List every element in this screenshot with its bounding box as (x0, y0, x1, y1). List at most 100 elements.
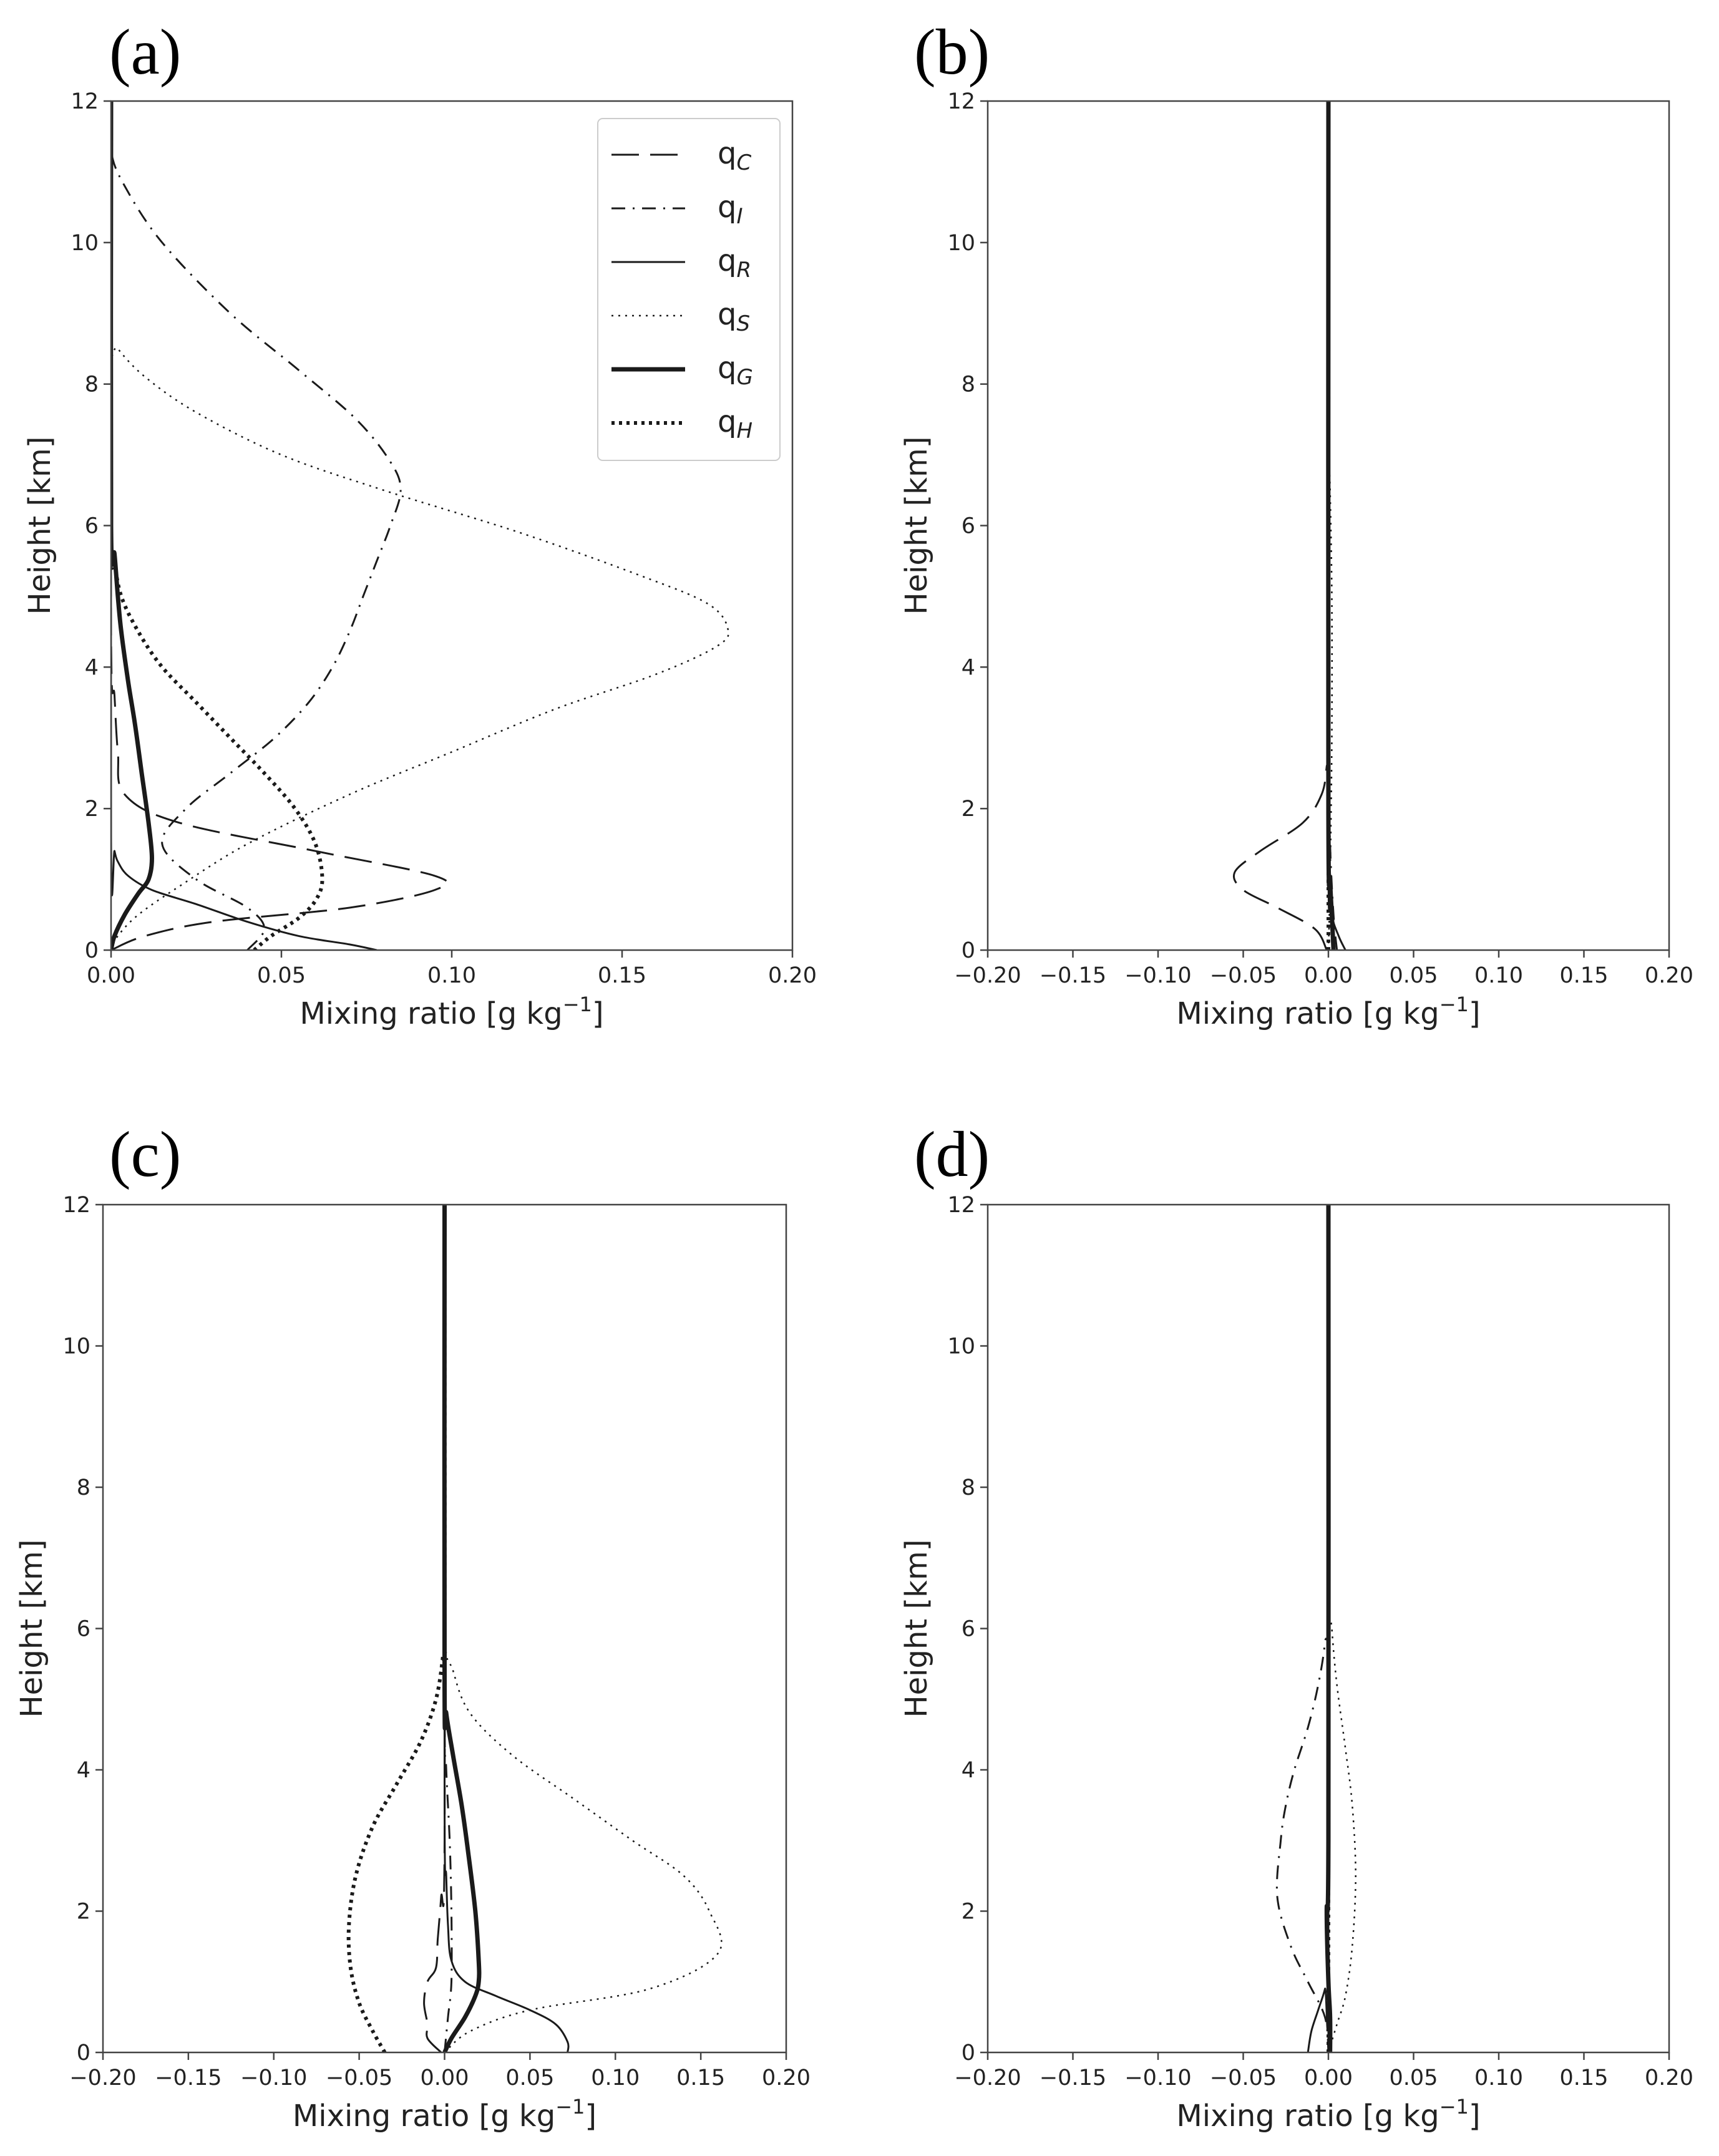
x-axis-label-exponent: −1 (1439, 993, 1469, 1016)
y-tick-label: 2 (85, 797, 99, 822)
panel-label: (c) (109, 1119, 181, 1190)
y-tick-label: 10 (947, 231, 975, 256)
panel-label: (a) (109, 16, 181, 88)
x-tick-label: −0.20 (954, 2066, 1021, 2090)
y-axis-label: Height [km] (899, 437, 934, 615)
panel-label: (d) (914, 1119, 990, 1190)
x-axis-label-text: Mixing ratio [g kg (1176, 996, 1439, 1031)
y-tick-label: 4 (77, 1758, 90, 1783)
x-tick-label: −0.10 (240, 2066, 307, 2090)
series-group (346, 1205, 723, 2052)
series-line-qR (1327, 101, 1346, 950)
x-tick-label: −0.10 (1124, 963, 1191, 988)
legend-label-qR: qR (718, 243, 751, 283)
y-tick-label: 6 (85, 514, 99, 539)
y-tick-label: 0 (962, 938, 975, 963)
legend-label-qS: qS (718, 297, 750, 336)
x-tick-label: 0.05 (505, 2066, 554, 2090)
x-axis-label: Mixing ratio [g kg−1] (1176, 2095, 1480, 2134)
x-tick-label: 0.10 (591, 2066, 640, 2090)
legend-label-subscript: H (736, 419, 752, 444)
legend-label-qH: qH (718, 404, 752, 444)
legend-label-base: q (718, 351, 736, 386)
x-axis-label-text: Mixing ratio [g kg (293, 2099, 555, 2134)
y-tick-label: 8 (962, 372, 975, 397)
x-tick-label: −0.05 (1210, 963, 1277, 988)
y-tick-label: 12 (71, 89, 99, 114)
series-line-qC (423, 1205, 446, 2052)
series-line-qH (346, 1205, 447, 2052)
legend-label-subscript: R (736, 258, 751, 283)
legend-label-base: q (718, 190, 736, 225)
x-tick-label: 0.10 (1474, 2066, 1523, 2090)
x-tick-label: 0.00 (87, 963, 135, 988)
x-axis-label-exponent: −1 (1439, 2095, 1469, 2119)
series-line-qG (111, 101, 154, 950)
y-tick-label: 6 (962, 1617, 975, 1642)
x-tick-label: 0.10 (427, 963, 476, 988)
series-line-qR (443, 1205, 570, 2052)
x-axis-label: Mixing ratio [g kg−1] (293, 2095, 597, 2134)
y-tick-label: 0 (962, 2041, 975, 2066)
x-axis-label-text: Mixing ratio [g kg (299, 996, 562, 1031)
x-tick-label: 0.20 (1645, 2066, 1693, 2090)
x-tick-label: 0.15 (1560, 2066, 1609, 2090)
x-axis-label-end: ] (592, 996, 604, 1031)
x-tick-label: 0.00 (1304, 963, 1353, 988)
series-line-qC (1232, 101, 1330, 950)
legend-label-qG: qG (718, 351, 753, 390)
y-tick-label: 4 (85, 655, 99, 680)
series-line-qC (111, 101, 449, 950)
series-line-qI (443, 1205, 453, 2052)
x-tick-label: 0.15 (598, 963, 646, 988)
chart-panel-c: (c) −0.20 −0.15 −0.10 −0.05 0.00 0.05 0.10 0.15 0… (14, 1119, 811, 2134)
x-tick-label: −0.05 (326, 2066, 392, 2090)
x-axis-label-end: ] (585, 2099, 597, 2134)
x-tick-label: 0.10 (1474, 963, 1523, 988)
y-tick-label: 10 (947, 1334, 975, 1359)
y-axis-label: Height [km] (899, 1540, 934, 1718)
y-tick-label: 12 (947, 1193, 975, 1218)
x-axis-label: Mixing ratio [g kg−1] (299, 993, 603, 1031)
series-line-qI (111, 101, 402, 950)
x-axis-label-exponent: −1 (555, 2095, 585, 2119)
y-tick-label: 2 (77, 1900, 90, 1925)
x-tick-label: 0.00 (421, 2066, 469, 2090)
legend-label-base: q (718, 404, 736, 439)
x-tick-label: −0.15 (1040, 963, 1106, 988)
chart-panel-d: (d) −0.20 −0.15 −0.10 −0.05 0.00 0.05 0.10 0.15 0… (899, 1119, 1693, 2134)
series-line-qS (443, 1205, 723, 2052)
x-tick-label: −0.10 (1124, 2066, 1191, 2090)
chart-panel-b: (b) −0.20 −0.15 −0.10 −0.05 0.00 0.05 0.10 0.15 0… (899, 16, 1693, 1031)
y-tick-label: 4 (962, 1758, 975, 1783)
legend-label-subscript: S (736, 311, 750, 336)
y-tick-label: 4 (962, 655, 975, 680)
series-group (1232, 101, 1346, 950)
y-tick-label: 12 (62, 1193, 90, 1218)
x-tick-label: 0.00 (1304, 2066, 1353, 2090)
x-tick-label: 0.20 (762, 2066, 811, 2090)
legend-label-base: q (718, 243, 736, 278)
legend-label-qI: qI (718, 190, 743, 229)
legend-label-subscript: G (736, 365, 752, 390)
legend-label-subscript: C (736, 150, 751, 175)
y-tick-label: 6 (77, 1617, 90, 1642)
x-tick-label: −0.05 (1210, 2066, 1277, 2090)
legend-label-base: q (718, 297, 736, 332)
y-tick-label: 12 (947, 89, 975, 114)
x-axis-label-exponent: −1 (563, 993, 592, 1016)
y-tick-label: 8 (77, 1475, 90, 1500)
x-tick-label: 0.20 (1645, 963, 1693, 988)
series-group (1275, 1205, 1356, 2052)
y-tick-label: 2 (962, 1900, 975, 1925)
legend-label-base: q (718, 136, 736, 171)
series-line-qG (1324, 1205, 1333, 2052)
x-tick-label: −0.15 (1040, 2066, 1106, 2090)
chart-panel-a: (a) 0.00 0.05 0.10 0.15 0.20 0 2 4 6 8 10 12 Mixing r… (22, 16, 817, 1031)
series-line-qI (1275, 1205, 1330, 2052)
y-tick-label: 10 (71, 231, 99, 256)
x-tick-label: 0.05 (257, 963, 306, 988)
y-tick-label: 8 (85, 372, 99, 397)
